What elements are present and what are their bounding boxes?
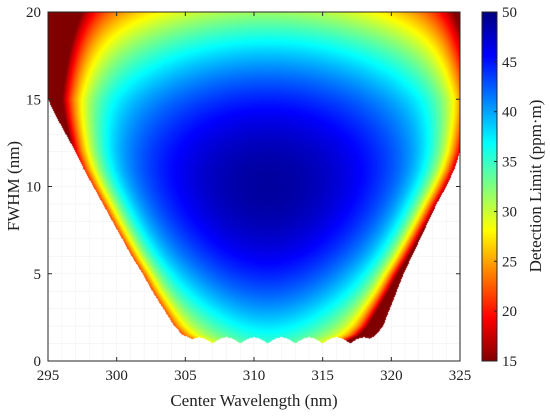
y-tick-label: 10 <box>26 180 41 196</box>
colorbar-tick-label: 45 <box>502 55 517 71</box>
y-axis-ticks: 0 5 10 15 20 <box>26 5 460 370</box>
heatmap-image <box>48 12 460 361</box>
x-tick-label: 325 <box>449 368 472 384</box>
colorbar-tick-label: 50 <box>502 5 517 21</box>
x-tick-label: 295 <box>37 368 60 384</box>
y-tick-label: 20 <box>26 5 41 21</box>
y-tick-label: 0 <box>34 354 42 370</box>
x-tick-label: 305 <box>174 368 197 384</box>
colorbar-tick-label: 20 <box>502 304 517 320</box>
colorbar-tick-label: 30 <box>502 204 517 220</box>
colorbar-tick-label: 40 <box>502 105 517 121</box>
colorbar-ticks: 15 20 25 30 35 40 45 50 <box>494 5 517 370</box>
x-tick-label: 315 <box>311 368 334 384</box>
plot-area: 295 300 305 310 315 320 325 0 5 10 15 20 <box>26 5 471 384</box>
x-axis-title: Center Wavelength (nm) <box>170 391 337 410</box>
colorbar-tick-label: 15 <box>502 354 517 370</box>
x-tick-label: 320 <box>380 368 403 384</box>
colorbar-title: Detection Limit (ppm·m) <box>526 100 545 273</box>
y-tick-label: 5 <box>34 267 42 283</box>
colorbar: 15 20 25 30 35 40 45 50 Detection Limit (ppm·m) <box>481 5 545 370</box>
y-tick-label: 15 <box>26 92 41 108</box>
x-tick-label: 310 <box>243 368 266 384</box>
x-tick-label: 300 <box>105 368 128 384</box>
colorbar-tick-label: 25 <box>502 254 517 270</box>
x-axis-ticks: 295 300 305 310 315 320 325 <box>37 12 472 384</box>
y-axis-title: FWHM (nm) <box>4 141 23 231</box>
colorbar-gradient <box>481 11 498 362</box>
colorbar-tick-label: 35 <box>502 155 517 171</box>
